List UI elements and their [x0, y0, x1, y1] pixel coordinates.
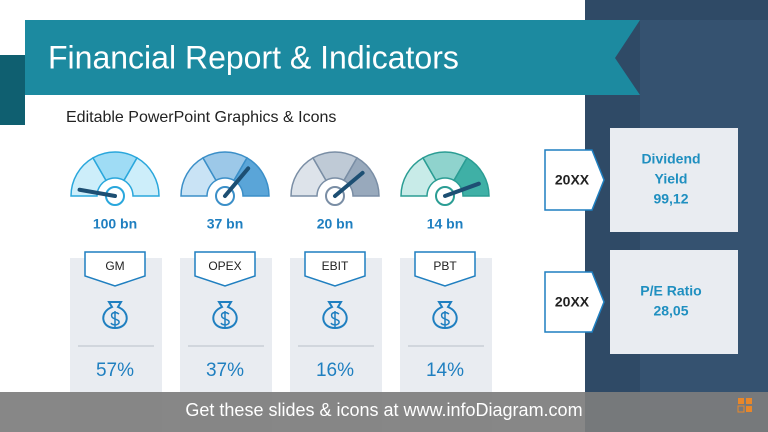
- amount: 100 bn: [93, 216, 137, 232]
- amount: 20 bn: [317, 216, 354, 232]
- percent: 16%: [316, 360, 354, 381]
- gauge-segment: [122, 156, 160, 197]
- amount: 14 bn: [427, 216, 464, 232]
- gauge-needle: [333, 170, 365, 198]
- card-tab: [194, 251, 256, 287]
- card-label: GM: [105, 259, 124, 273]
- gauge-segment: [452, 156, 490, 197]
- footer-text: Get these slides & icons at www.infoDiag…: [185, 400, 582, 420]
- info-line: Dividend: [641, 151, 700, 167]
- info-line: 28,05: [653, 303, 688, 319]
- footer-bar: [0, 392, 768, 432]
- banner-shadow: [0, 55, 25, 125]
- info-box: [610, 250, 738, 354]
- dollar-sign-icon: [110, 311, 120, 327]
- logo: [737, 398, 752, 413]
- percent: 14%: [426, 360, 464, 381]
- amount: 37 bn: [207, 216, 244, 232]
- dollar-sign-icon: [330, 311, 340, 327]
- period: 20XX: [555, 172, 590, 188]
- info-line: Yield: [655, 171, 688, 187]
- gauge-needle: [443, 181, 481, 198]
- subtitle: Editable PowerPoint Graphics & Icons: [66, 109, 336, 126]
- money-bag-icon: [322, 301, 348, 330]
- info-box: [610, 128, 738, 232]
- info-line: P/E Ratio: [640, 283, 701, 299]
- info-line: 99,12: [653, 191, 688, 207]
- card-label: OPEX: [208, 259, 241, 273]
- card-tab: [304, 251, 366, 287]
- card-tab: [84, 251, 146, 287]
- gauge-needle: [223, 166, 251, 198]
- gauge-needle: [77, 187, 117, 198]
- card-tab: [414, 251, 476, 287]
- title-banner: [25, 20, 640, 95]
- money-bag-icon: [212, 301, 238, 330]
- card-label: EBIT: [322, 259, 349, 273]
- percent: 57%: [96, 360, 134, 381]
- dollar-sign-icon: [220, 311, 230, 327]
- period-tag: [544, 271, 605, 333]
- card-label: PBT: [433, 259, 457, 273]
- money-bag-icon: [432, 301, 458, 330]
- period-tag: [544, 149, 605, 211]
- dollar-sign-icon: [440, 311, 450, 327]
- percent: 37%: [206, 360, 244, 381]
- period: 20XX: [555, 294, 590, 310]
- title: Financial Report & Indicators: [48, 39, 459, 75]
- money-bag-icon: [102, 301, 128, 330]
